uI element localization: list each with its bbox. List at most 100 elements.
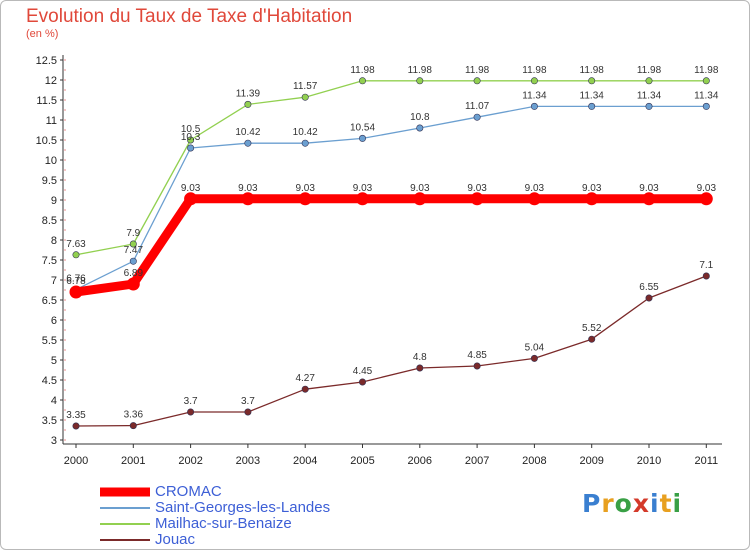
legend-swatch bbox=[100, 487, 150, 497]
legend-item: Mailhac-sur-Benaize bbox=[100, 516, 330, 532]
series-line bbox=[71, 194, 711, 297]
data-point bbox=[473, 77, 481, 85]
series-line bbox=[75, 80, 707, 256]
data-label: 10.8 bbox=[410, 112, 430, 123]
legend-label: Saint-Georges-les-Landes bbox=[155, 499, 331, 516]
data-point bbox=[588, 102, 596, 110]
data-point bbox=[642, 192, 656, 206]
chart-subtitle: (en %) bbox=[26, 28, 59, 40]
data-point bbox=[588, 77, 596, 85]
data-label: 11.98 bbox=[465, 65, 490, 76]
y-tick-label: 5.5 bbox=[42, 335, 57, 347]
y-tick-label: 11 bbox=[46, 115, 57, 127]
legend-label: Mailhac-sur-Benaize bbox=[155, 515, 292, 532]
data-point bbox=[416, 364, 424, 372]
data-label: 9.03 bbox=[697, 183, 717, 194]
data-label: 11.34 bbox=[694, 90, 719, 101]
data-label: 4.27 bbox=[295, 373, 315, 384]
data-point bbox=[358, 77, 366, 85]
legend-item: Jouac bbox=[100, 532, 330, 548]
data-point bbox=[69, 285, 83, 299]
legend-swatch bbox=[100, 507, 150, 509]
y-tick-label: 7.5 bbox=[42, 255, 57, 267]
data-label: 9.03 bbox=[467, 183, 487, 194]
data-label: 11.39 bbox=[236, 88, 261, 99]
y-tick-label: 12.5 bbox=[36, 55, 57, 67]
data-point bbox=[530, 77, 538, 85]
data-label: 9.03 bbox=[639, 183, 659, 194]
data-label: 6.55 bbox=[639, 282, 659, 293]
data-point bbox=[473, 113, 481, 121]
data-point bbox=[356, 192, 369, 206]
data-label: 11.98 bbox=[580, 65, 605, 76]
data-point bbox=[244, 408, 252, 416]
data-label: 11.98 bbox=[637, 65, 662, 76]
data-point bbox=[241, 192, 255, 206]
data-label: 10.54 bbox=[350, 122, 375, 133]
y-tick-label: 4.5 bbox=[42, 375, 57, 387]
y-tick-label: 8.5 bbox=[42, 215, 57, 227]
x-tick-label: 2008 bbox=[522, 455, 546, 467]
data-label: 11.98 bbox=[694, 65, 719, 76]
logo-letter: P bbox=[582, 489, 602, 518]
x-tick-label: 2010 bbox=[637, 455, 661, 467]
series-saint-georges-les-landes: 6.76 7.47 10.3 10.42 10.42 10.54 10.8 11.07 11.3… bbox=[66, 90, 719, 294]
y-tick-label: 8 bbox=[51, 235, 57, 247]
logo-letter: i bbox=[672, 489, 683, 518]
data-point bbox=[702, 77, 710, 85]
data-point bbox=[416, 124, 424, 132]
y-tick-label: 11.5 bbox=[36, 95, 57, 107]
data-point bbox=[298, 192, 312, 206]
data-label: 3.7 bbox=[241, 396, 255, 407]
data-point bbox=[645, 77, 653, 85]
data-label: 3.36 bbox=[124, 410, 144, 421]
data-label: 4.45 bbox=[353, 366, 373, 377]
x-tick-label: 2001 bbox=[121, 455, 145, 467]
data-point bbox=[187, 408, 195, 416]
data-point bbox=[702, 102, 710, 110]
series-mailhac-sur-benaize: 7.63 7.9 10.5 11.39 11.57 11.98 11.98 11.98 11.9… bbox=[66, 65, 719, 259]
x-tick-label: 2003 bbox=[236, 455, 260, 467]
data-label: 9.03 bbox=[238, 183, 258, 194]
y-tick-label: 12 bbox=[45, 75, 57, 87]
proxiti-logo: Proxiti bbox=[582, 489, 682, 518]
data-point bbox=[358, 134, 366, 142]
data-label: 7.9 bbox=[126, 228, 140, 239]
data-label: 11.57 bbox=[293, 81, 318, 92]
data-label: 7.47 bbox=[124, 245, 144, 256]
data-point bbox=[413, 192, 427, 206]
line-chart: 3 3.5 4 4.5 5 5.5 6 6.5 7 7.5 8 8.5 9 9.5 10 10.5 11 11.5… bbox=[36, 55, 722, 467]
data-point bbox=[184, 192, 198, 206]
data-point bbox=[470, 192, 484, 206]
data-point bbox=[187, 144, 195, 152]
y-tick-label: 10.5 bbox=[36, 135, 57, 147]
y-tick-label: 3 bbox=[51, 435, 57, 447]
data-label: 10.42 bbox=[293, 127, 318, 138]
logo-letter: i bbox=[650, 489, 660, 518]
logo-letter: t bbox=[659, 489, 673, 518]
x-tick-label: 2009 bbox=[579, 455, 603, 467]
y-tick-label: 3.5 bbox=[42, 415, 57, 427]
y-tick-label: 4 bbox=[51, 395, 57, 407]
logo-letter: r bbox=[601, 489, 615, 518]
data-point bbox=[301, 139, 309, 147]
data-point bbox=[72, 422, 80, 430]
y-tick-label: 7 bbox=[51, 275, 57, 287]
data-label: 9.03 bbox=[353, 183, 373, 194]
data-label: 11.34 bbox=[580, 90, 605, 101]
x-tick-label: 2007 bbox=[465, 455, 489, 467]
data-label: 3.7 bbox=[184, 396, 198, 407]
legend-item: Saint-Georges-les-Landes bbox=[100, 500, 330, 516]
data-label: 10.5 bbox=[181, 124, 201, 135]
data-label: 6.76 bbox=[66, 274, 86, 285]
data-point bbox=[358, 378, 366, 386]
data-label: 4.8 bbox=[413, 352, 427, 363]
data-point bbox=[699, 192, 713, 206]
series-jouac: 3.35 3.36 3.7 3.7 4.27 4.45 4.8 4.85 5.04 5.52 6.5… bbox=[66, 260, 714, 430]
data-point bbox=[416, 77, 424, 85]
data-label: 6.78 bbox=[66, 276, 86, 287]
data-point bbox=[645, 102, 653, 110]
data-point bbox=[301, 93, 309, 101]
data-label: 11.07 bbox=[465, 101, 490, 112]
